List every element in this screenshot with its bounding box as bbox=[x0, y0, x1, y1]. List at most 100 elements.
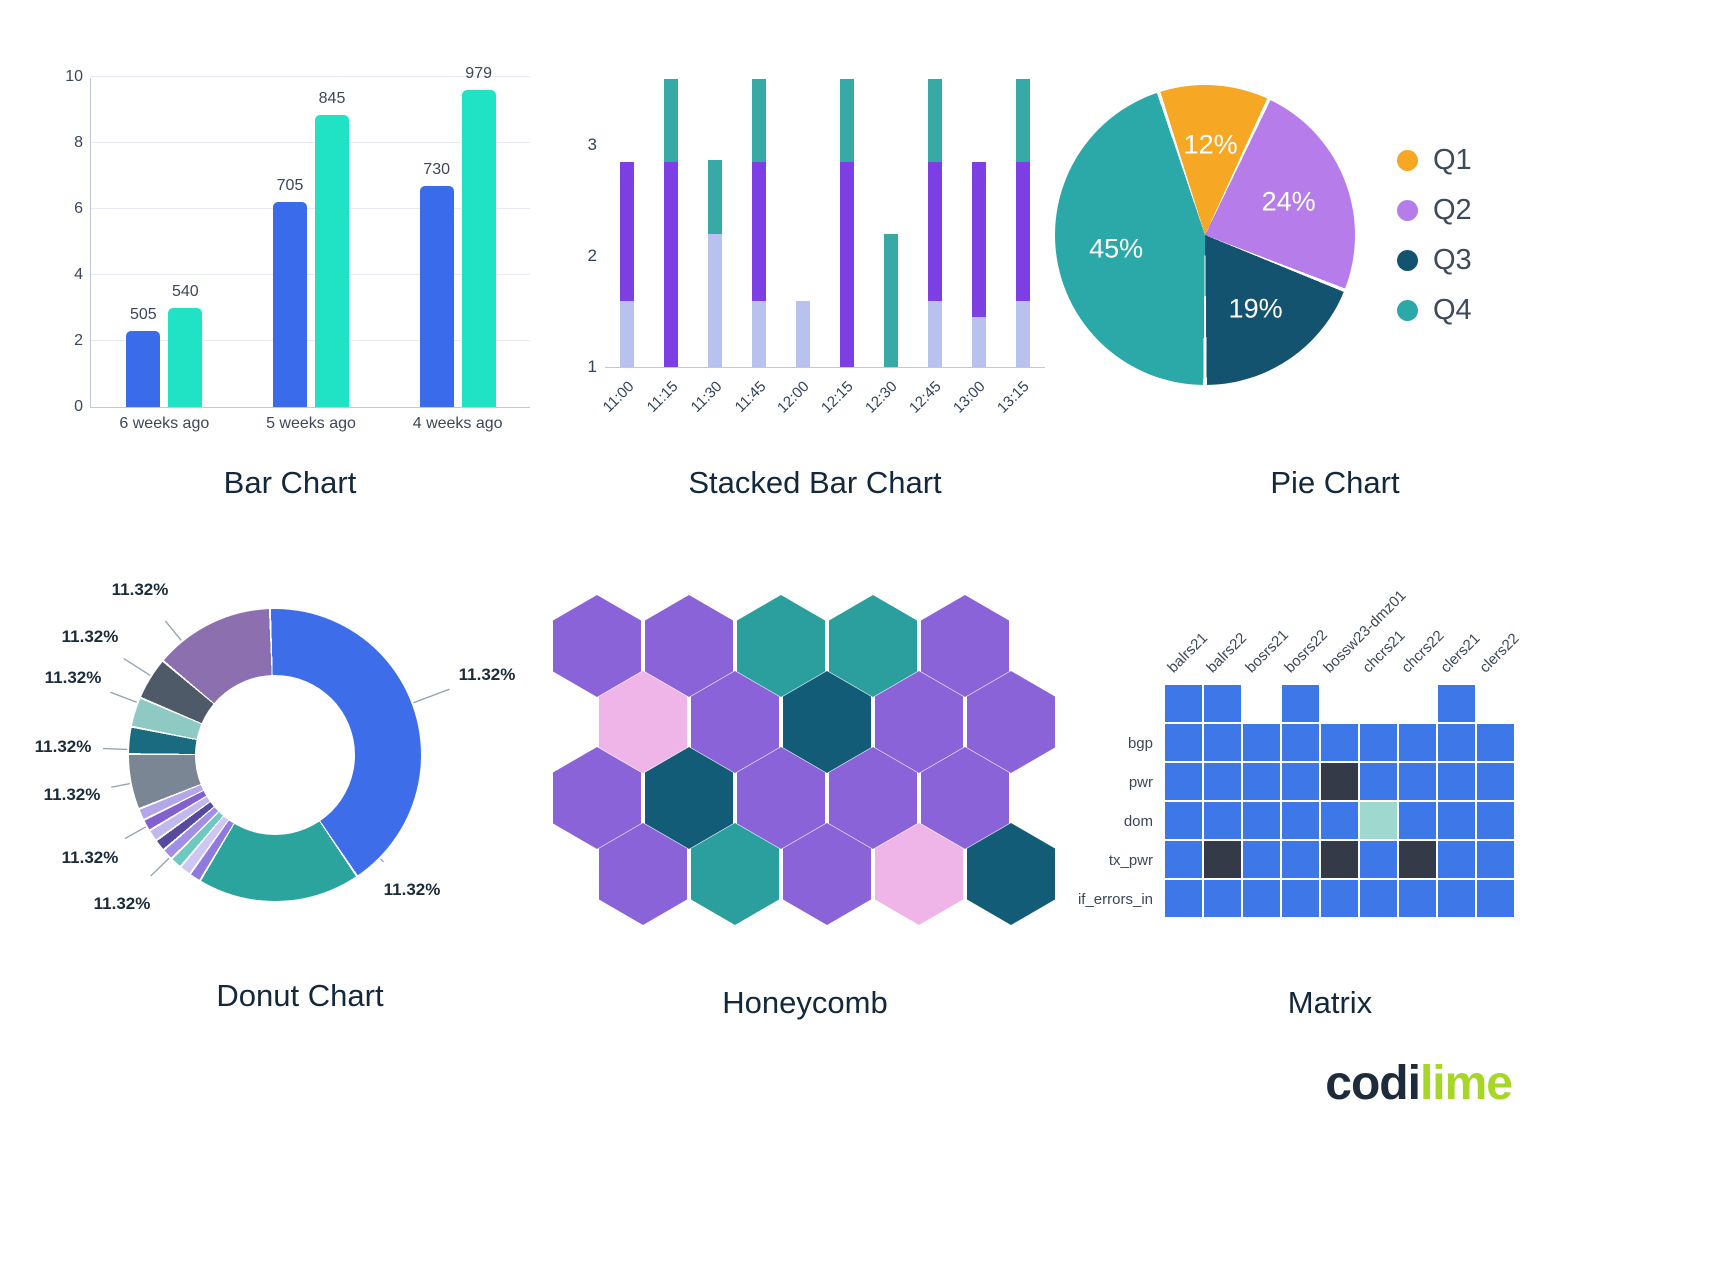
matrix-column-label: bosrs21 bbox=[1242, 626, 1293, 677]
logo-text-lime: lime bbox=[1419, 1057, 1513, 1110]
stack-segment-lavender bbox=[928, 300, 942, 367]
matrix-cell bbox=[1165, 724, 1202, 761]
hex-purple bbox=[783, 823, 871, 925]
legend-label: Q4 bbox=[1433, 293, 1472, 326]
matrix-cell bbox=[1360, 724, 1397, 761]
donut-slice-label: 11.32% bbox=[381, 880, 443, 900]
stack-segment-teal bbox=[708, 159, 722, 235]
matrix-cell bbox=[1204, 802, 1241, 839]
matrix-cell bbox=[1438, 763, 1475, 800]
pie-legend: Q1 Q2 Q3 Q4 bbox=[1397, 144, 1472, 327]
matrix-cell bbox=[1399, 880, 1436, 917]
bar-chart-plot: 0 2 4 6 8 10 6 weeks ago 505 540 5 weeks ago 705 84… bbox=[65, 65, 530, 432]
matrix-cell bbox=[1438, 841, 1475, 878]
y-axis-tick-label: 0 bbox=[74, 398, 83, 415]
matrix-cell bbox=[1321, 880, 1358, 917]
stack-segment-purple bbox=[620, 162, 634, 301]
pie-chart-title: Pie Chart bbox=[1270, 465, 1400, 500]
donut-slice-label: 11.32% bbox=[59, 848, 121, 868]
hex-purple bbox=[599, 823, 687, 925]
matrix-cell bbox=[1204, 724, 1241, 761]
matrix-column-label: balrs21 bbox=[1164, 629, 1212, 677]
x-axis-category-label: 11:00 bbox=[599, 378, 638, 416]
bar-blue bbox=[419, 185, 454, 407]
stack-segment-lavender bbox=[1016, 300, 1030, 367]
bar-chart-card: 0 2 4 6 8 10 6 weeks ago 505 540 5 weeks ago 705 84… bbox=[30, 50, 550, 550]
legend-label: Q1 bbox=[1433, 143, 1472, 176]
donut-chart-title: Donut Chart bbox=[216, 978, 384, 1013]
bar-value-label: 540 bbox=[171, 283, 199, 300]
matrix-cell bbox=[1438, 880, 1475, 917]
matrix-row-label: dom bbox=[1123, 812, 1153, 830]
matrix-cell bbox=[1243, 724, 1280, 761]
y-axis-tick-label: 4 bbox=[74, 266, 83, 283]
matrix-cell bbox=[1243, 763, 1280, 800]
matrix-column-label: bosrs22 bbox=[1281, 626, 1332, 677]
legend-item: Q3 bbox=[1397, 244, 1472, 277]
matrix-cell bbox=[1477, 724, 1514, 761]
y-axis-tick-label: 2 bbox=[587, 246, 597, 266]
matrix-cell bbox=[1360, 841, 1397, 878]
stack-segment-lavender bbox=[620, 300, 634, 367]
gridline bbox=[91, 76, 530, 77]
matrix-cell bbox=[1282, 763, 1319, 800]
x-axis-category-label: 12:00 bbox=[774, 378, 814, 417]
stacked-bar-chart-card: 1 2 3 11:00 11:15 11:30 11:45 12:00 12:15 12:30 12… bbox=[555, 50, 1075, 550]
hex-purple bbox=[691, 671, 779, 773]
matrix-cell bbox=[1282, 724, 1319, 761]
donut-slice-label: 11.32% bbox=[456, 665, 518, 685]
stack-segment-teal bbox=[664, 79, 678, 163]
x-axis-category-label: 6 weeks ago bbox=[119, 415, 210, 432]
stack-segment-teal bbox=[1016, 79, 1030, 163]
hex-purple bbox=[829, 747, 917, 849]
matrix-cell bbox=[1438, 685, 1475, 722]
legend-item: Q4 bbox=[1397, 294, 1472, 327]
pie-slice-label: 19% bbox=[1228, 293, 1283, 324]
gridline bbox=[91, 208, 530, 209]
stack-segment-teal bbox=[752, 79, 766, 163]
stack-segment-purple bbox=[840, 162, 854, 367]
stack-segment-lavender bbox=[752, 300, 766, 367]
hex-teal bbox=[691, 823, 779, 925]
x-axis-category-label: 11:30 bbox=[687, 378, 726, 416]
pie-slice-label: 12% bbox=[1183, 129, 1238, 160]
matrix-cell bbox=[1321, 724, 1358, 761]
bar-blue bbox=[273, 202, 307, 407]
stack-segment-teal bbox=[840, 79, 854, 163]
stack-segment-purple bbox=[1016, 162, 1030, 301]
matrix-cell bbox=[1477, 802, 1514, 839]
bar-teal bbox=[461, 90, 496, 407]
legend-dot bbox=[1397, 299, 1418, 321]
hex-teal bbox=[737, 595, 825, 697]
x-axis-category-label: 11:15 bbox=[643, 378, 682, 416]
stack-segment-purple bbox=[928, 162, 942, 301]
donut-slice-label: 11.32% bbox=[91, 894, 153, 914]
stacked-bar-chart-plot: 1 2 3 11:00 11:15 11:30 11:45 12:00 12:15 12:30 12… bbox=[588, 79, 1045, 417]
x-axis-category-label: 5 weeks ago bbox=[266, 415, 356, 432]
bar-value-label: 505 bbox=[129, 306, 157, 324]
matrix-cell bbox=[1321, 841, 1358, 878]
codilime-logo: codilime bbox=[1325, 1056, 1513, 1111]
y-axis-tick-label: 6 bbox=[74, 200, 83, 217]
pie-slice-label: 45% bbox=[1089, 233, 1144, 264]
x-axis-category-label: 12:45 bbox=[906, 378, 946, 417]
legend-dot bbox=[1397, 249, 1418, 271]
matrix-row-label: pwr bbox=[1128, 773, 1153, 791]
matrix-card: balrs21 balrs22 bosrs21 bosrs22 bossw23-dmz0… bbox=[1040, 585, 1620, 1045]
legend-dot bbox=[1397, 149, 1418, 171]
stack-segment-lavender bbox=[708, 234, 722, 367]
matrix-cell bbox=[1204, 763, 1241, 800]
hex-purple bbox=[645, 595, 733, 697]
donut-hole bbox=[194, 674, 356, 836]
matrix-cell bbox=[1165, 763, 1202, 800]
gridline bbox=[91, 340, 530, 341]
matrix-cell bbox=[1399, 802, 1436, 839]
matrix-row-label: bgp bbox=[1127, 734, 1153, 752]
stack-segment-lavender bbox=[972, 317, 986, 367]
matrix-row-label: tx_pwr bbox=[1108, 851, 1153, 869]
hex-purple bbox=[921, 595, 1009, 697]
donut-ring bbox=[129, 609, 421, 901]
matrix-cell bbox=[1204, 841, 1241, 878]
honeycomb-card: Honeycomb bbox=[545, 585, 1065, 1045]
matrix-cell bbox=[1282, 685, 1319, 722]
